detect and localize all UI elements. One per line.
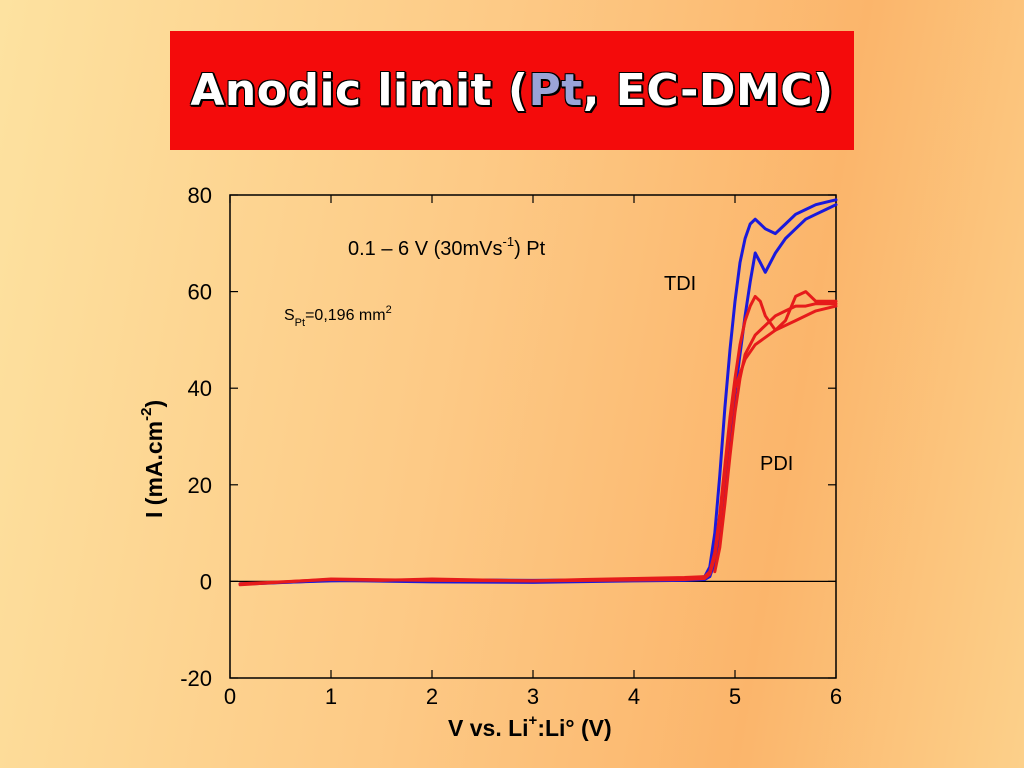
area-value: =0,196 mm — [305, 307, 385, 324]
axis-tick-labels: 0 1 2 3 4 5 6 -20 0 20 40 60 80 — [180, 183, 842, 709]
x-axis-title-rest: :Li° (V) — [537, 715, 611, 741]
conditions-sup: -1 — [503, 234, 515, 249]
y-tick-label: 60 — [188, 280, 212, 305]
y-tick-label: 80 — [188, 183, 212, 208]
y-axis-title-sup: -2 — [138, 408, 155, 421]
series-label-pdi: PDI — [760, 453, 793, 475]
y-tick-label: 20 — [188, 473, 212, 498]
series-pdi-curve — [713, 302, 838, 574]
conditions-text-a: 0.1 – 6 V (30mVs — [348, 238, 503, 260]
title-part1: Anodic limit ( — [190, 65, 529, 116]
axis-ticks — [229, 194, 837, 679]
title-pt: Pt — [528, 65, 583, 116]
series-pdi-curve — [238, 304, 838, 587]
x-tick-label: 2 — [426, 684, 438, 709]
slide-title: Anodic limit (Pt, EC-DMC) — [190, 65, 833, 116]
x-tick-label: 0 — [224, 684, 236, 709]
title-banner: Anodic limit (Pt, EC-DMC) — [170, 31, 854, 150]
series-label-tdi: TDI — [664, 273, 696, 295]
x-tick-label: 5 — [729, 684, 741, 709]
y-tick-label: 0 — [200, 569, 212, 594]
x-tick-label: 1 — [325, 684, 337, 709]
y-tick-label: 40 — [188, 376, 212, 401]
y-tick-label: -20 — [180, 666, 212, 691]
x-tick-label: 6 — [830, 684, 842, 709]
series-pdi-curve — [238, 290, 838, 586]
y-axis-title-main: I (mA.cm — [141, 421, 167, 518]
conditions-annotation: 0.1 – 6 V (30mVs-1) Pt — [348, 234, 546, 260]
y-axis-title-end: ) — [141, 400, 167, 408]
x-tick-label: 4 — [628, 684, 640, 709]
area-sup: 2 — [386, 304, 392, 316]
area-annotation: SPt=0,196 mm2 — [284, 304, 392, 329]
area-sub: Pt — [295, 317, 305, 329]
title-part2: , EC-DMC) — [582, 65, 834, 116]
x-axis-title-sup: + — [529, 712, 538, 729]
plot-frame — [229, 194, 837, 679]
conditions-text-b: ) Pt — [514, 238, 546, 260]
data-curves — [238, 198, 838, 587]
area-s: S — [284, 307, 295, 324]
y-axis-title: I (mA.cm-2) — [138, 400, 167, 518]
x-tick-label: 3 — [527, 684, 539, 709]
x-axis-title-main: V vs. Li — [448, 715, 529, 741]
x-axis-title: V vs. Li+:Li° (V) — [448, 712, 612, 741]
series-tdi-curve — [238, 203, 838, 586]
